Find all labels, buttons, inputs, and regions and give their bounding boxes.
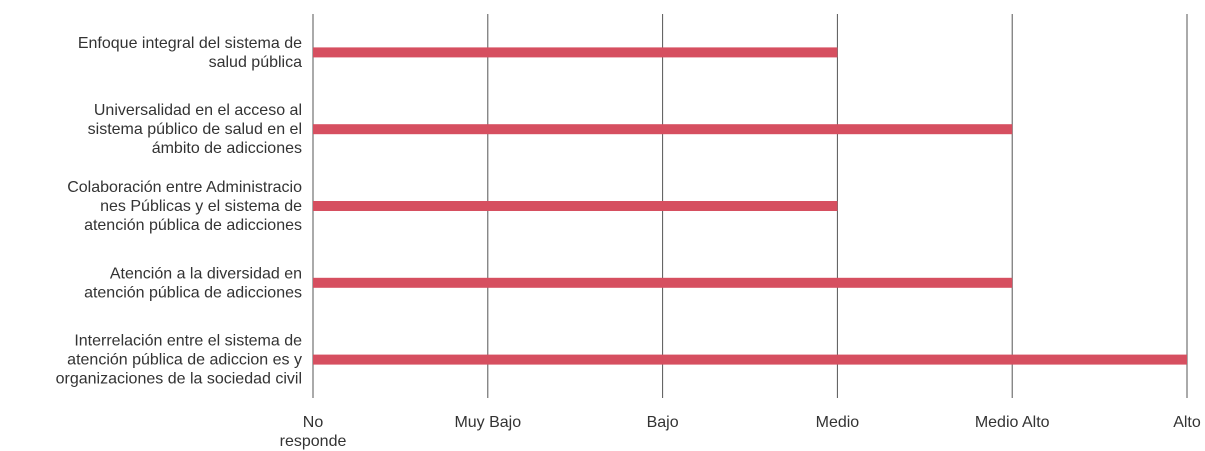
- category-label: Interrelación entre el sistema de atenció…: [56, 333, 302, 388]
- x-tick-label: Bajo: [647, 414, 679, 431]
- bar: [313, 124, 1013, 135]
- x-tick-label: Muy Bajo: [454, 414, 521, 431]
- category-label: Colaboración entre Administracio nes Públ…: [67, 179, 302, 234]
- bar: [313, 47, 838, 58]
- category-label: Enfoque integral del sistema de salud púb…: [78, 35, 302, 71]
- category-labels: Enfoque integral del sistema de salud púb…: [56, 35, 302, 388]
- bar: [313, 354, 1187, 365]
- x-tick-label: No responde: [280, 414, 347, 450]
- category-label: Universalidad en el acceso al sistema púb…: [88, 102, 302, 157]
- bar: [313, 277, 1013, 288]
- x-tick-label: Medio Alto: [975, 414, 1050, 431]
- bars: [313, 47, 1187, 365]
- category-label: Atención a la diversidad en atención públ…: [84, 265, 302, 301]
- bar: [313, 201, 838, 211]
- x-axis-tick-labels: No responde Muy Bajo Bajo Medio Medio Alto Alt…: [280, 414, 1201, 450]
- x-tick-label: Medio: [816, 414, 860, 431]
- x-tick-label: Alto: [1173, 414, 1201, 431]
